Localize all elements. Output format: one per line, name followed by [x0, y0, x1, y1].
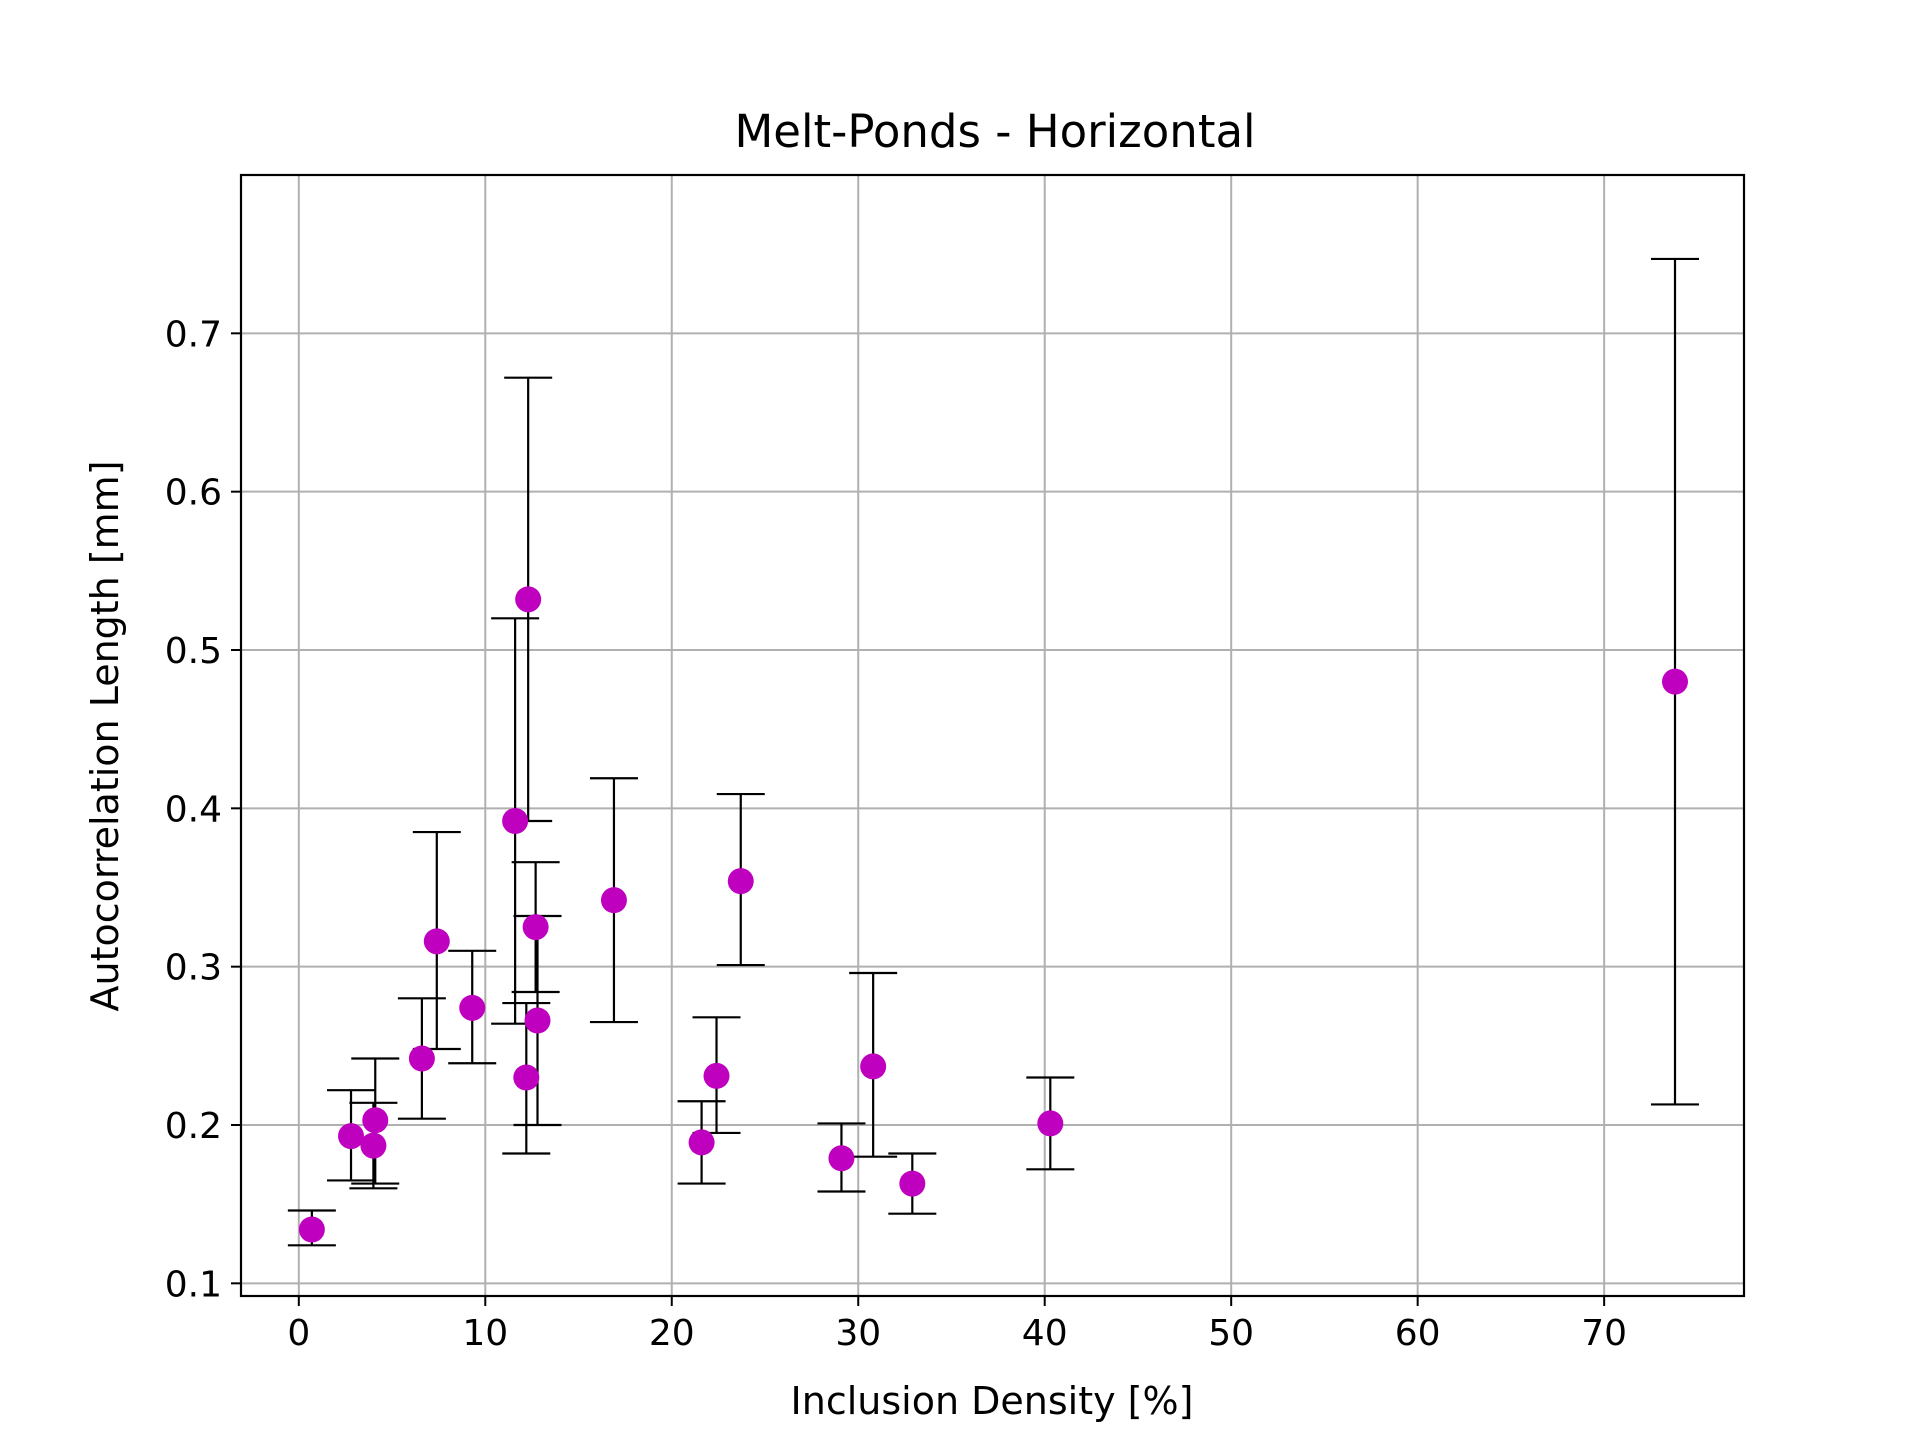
data-point	[1662, 669, 1688, 695]
data-point	[828, 1145, 854, 1171]
data-point	[523, 914, 549, 940]
y-tick-label: 0.6	[165, 473, 222, 514]
data-point	[1037, 1110, 1063, 1136]
data-point	[299, 1217, 325, 1243]
x-tick-label: 60	[1395, 1313, 1441, 1354]
data-point	[362, 1107, 388, 1133]
data-point	[459, 995, 485, 1021]
data-point	[360, 1133, 386, 1159]
chart-title: Melt-Ponds - Horizontal	[734, 105, 1255, 158]
x-tick-label: 50	[1208, 1313, 1254, 1354]
y-tick-label: 0.2	[165, 1106, 222, 1147]
data-point	[502, 808, 528, 834]
data-point	[424, 928, 450, 954]
x-tick-label: 0	[287, 1313, 310, 1354]
data-point	[728, 868, 754, 894]
x-tick-label: 70	[1581, 1313, 1627, 1354]
y-axis-label: Autocorrelation Length [mm]	[83, 460, 127, 1011]
data-point	[338, 1123, 364, 1149]
y-tick-label: 0.7	[165, 314, 222, 355]
data-point	[515, 586, 541, 612]
x-tick-label: 40	[1022, 1313, 1068, 1354]
data-point	[899, 1171, 925, 1197]
x-tick-label: 30	[835, 1313, 881, 1354]
data-point	[689, 1129, 715, 1155]
data-point	[860, 1053, 886, 1079]
y-tick-label: 0.3	[165, 948, 222, 989]
x-axis-label: Inclusion Density [%]	[791, 1379, 1194, 1423]
data-point	[513, 1065, 539, 1091]
x-tick-label: 20	[649, 1313, 695, 1354]
data-point	[704, 1063, 730, 1089]
y-tick-label: 0.4	[165, 789, 222, 830]
data-point	[601, 887, 627, 913]
data-point	[409, 1046, 435, 1072]
x-tick-label: 10	[462, 1313, 508, 1354]
y-tick-label: 0.5	[165, 631, 222, 672]
data-point	[524, 1008, 550, 1034]
y-tick-label: 0.1	[165, 1264, 222, 1305]
